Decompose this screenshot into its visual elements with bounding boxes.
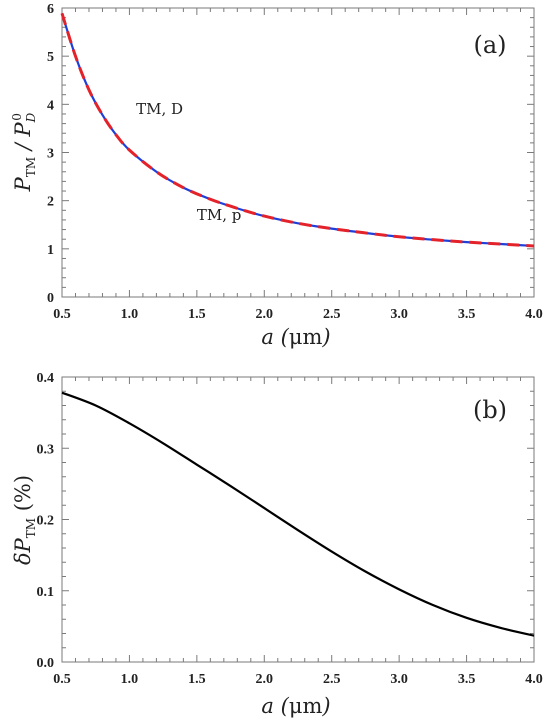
panel-b-ticks — [61, 376, 535, 663]
x-tick-label: 4.0 — [525, 672, 543, 687]
x-tick-label: 2.0 — [256, 307, 274, 322]
x-tick-label: 1.0 — [121, 307, 139, 322]
x-tick-label: 0.5 — [53, 672, 71, 687]
panel-a-y-axis-label: PTM / PD0 — [10, 112, 38, 192]
x-tick-label: 2.0 — [256, 672, 274, 687]
y-tick-label: 0 — [47, 291, 54, 306]
series-line-1 — [60, 12, 535, 248]
x-tick-label: 3.5 — [458, 307, 476, 322]
y-tick-label: 4 — [47, 98, 54, 113]
x-tick-label: 2.5 — [323, 307, 341, 322]
panel-a-tick-labels: 0.5 1.0 1.5 2.0 2.5 3.0 3.5 4.0 0 1 2 3 4 5 6 — [47, 2, 543, 322]
x-tick-label: 4.0 — [525, 307, 543, 322]
y-tick-label: 0.0 — [37, 656, 55, 671]
y-tick-label: 0.4 — [37, 371, 55, 386]
panel-b-frame — [61, 376, 535, 663]
panel-b: 0.5 1.0 1.5 2.0 2.5 3.0 3.5 4.00.00.10.20.30.4 … — [11, 371, 543, 718]
y-tick-label: 5 — [47, 50, 54, 65]
x-tick-label: 3.0 — [390, 307, 408, 322]
panel-b-y-axis-label: δPTM (%) — [11, 475, 38, 565]
panel-a-series — [60, 12, 535, 248]
x-tick-label: 1.5 — [188, 672, 206, 687]
panel-a-tag: (a) — [473, 31, 506, 59]
panel-a-ticks — [61, 7, 535, 298]
y-tick-label: 0.3 — [37, 442, 55, 457]
x-tick-label: 0.5 — [53, 307, 71, 322]
series-line-0 — [61, 391, 535, 637]
series-line-0 — [60, 12, 535, 248]
y-tick-label: 0.2 — [37, 514, 55, 529]
panel-b-tick-labels: 0.5 1.0 1.5 2.0 2.5 3.0 3.5 4.0 0.0 0.1 0.2 0.3 0.4 — [37, 371, 543, 687]
annotation-tm-p: TM, p — [197, 206, 242, 224]
x-tick-label: 3.5 — [458, 672, 476, 687]
y-tick-label: 1 — [47, 243, 54, 258]
annotation-tm-d: TM, D — [136, 100, 183, 118]
panel-b-series — [61, 391, 535, 637]
panel-a: 0.5 1.0 1.5 2.0 2.5 3.0 3.5 4.0 0 1 2 3 4 5 6 (a) TM, … — [10, 2, 543, 349]
y-tick-label: 3 — [47, 147, 54, 162]
panel-a-x-axis-label: a (μm) — [261, 325, 330, 349]
x-tick-label: 1.0 — [121, 672, 139, 687]
x-tick-label: 3.0 — [390, 672, 408, 687]
panel-b-x-axis-label: a (μm) — [261, 694, 330, 718]
x-tick-label: 2.5 — [323, 672, 341, 687]
panel-b-tag: (b) — [473, 396, 507, 424]
y-tick-label: 6 — [47, 2, 54, 17]
x-tick-label: 1.5 — [188, 307, 206, 322]
y-tick-label: 0.1 — [37, 585, 55, 600]
y-tick-label: 2 — [47, 195, 54, 210]
